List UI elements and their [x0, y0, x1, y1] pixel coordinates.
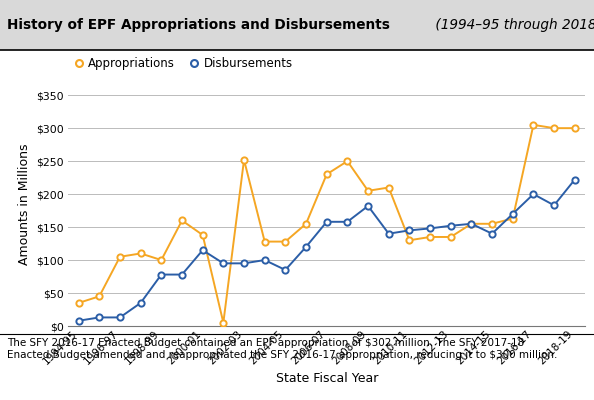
Y-axis label: Amounts in Millions: Amounts in Millions — [18, 143, 31, 265]
X-axis label: State Fiscal Year: State Fiscal Year — [276, 372, 378, 385]
Text: The SFY 2016-17 Enacted Budget contained an EPF appropriation of $302 million. T: The SFY 2016-17 Enacted Budget contained… — [7, 338, 558, 360]
Legend: Appropriations, Disbursements: Appropriations, Disbursements — [74, 57, 293, 70]
Text: History of EPF Appropriations and Disbursements: History of EPF Appropriations and Disbur… — [7, 18, 390, 32]
Text: (1994–95 through 2018–19): (1994–95 through 2018–19) — [431, 18, 594, 32]
